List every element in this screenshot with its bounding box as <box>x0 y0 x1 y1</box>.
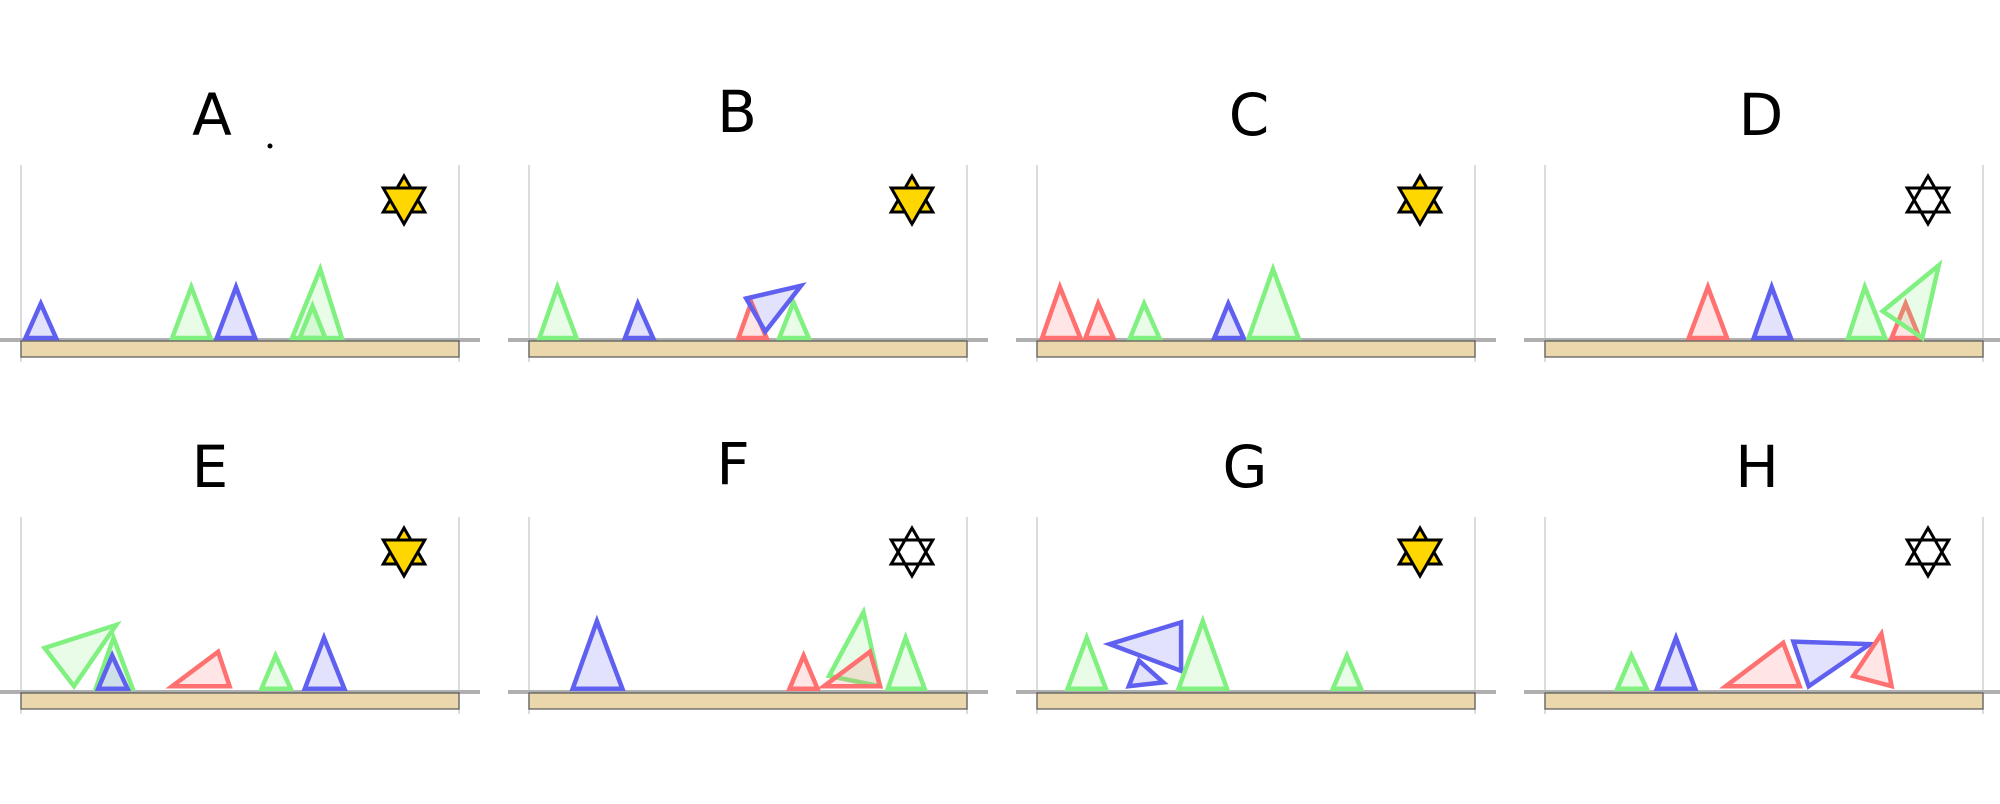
star-of-david-icon <box>1396 172 1444 228</box>
star-of-david-icon <box>1904 172 1952 228</box>
blue-triangle <box>1125 656 1169 689</box>
red-triangle <box>1849 628 1895 690</box>
ground-bar <box>1036 340 1476 358</box>
blue-triangle <box>22 298 60 341</box>
panel-d <box>1524 165 2000 362</box>
ground-bar <box>1036 692 1476 710</box>
blue-triangle <box>213 280 259 341</box>
star-triangle-down <box>380 538 428 580</box>
green-triangle <box>1064 631 1110 692</box>
blue-triangle <box>1210 297 1248 341</box>
red-triangle <box>1038 280 1084 341</box>
green-triangle <box>536 280 580 341</box>
ground-bar <box>1544 692 1984 710</box>
blue-triangle <box>301 631 348 692</box>
panel-label-g: G <box>1222 433 1268 501</box>
star-of-david-icon <box>380 172 428 228</box>
blue-triangle <box>94 650 132 692</box>
panel-label-b: B <box>717 78 757 146</box>
stray-dot <box>267 143 273 149</box>
ground-bar <box>20 340 460 358</box>
star-of-david-icon <box>1396 524 1444 580</box>
green-triangle <box>884 631 928 692</box>
panel-f <box>508 517 988 714</box>
red-triangle <box>165 648 233 689</box>
green-triangle <box>1613 650 1651 692</box>
star-of-david-icon <box>1904 524 1952 580</box>
blue-triangle <box>742 282 807 336</box>
red-triangle <box>786 649 821 692</box>
red-triangle <box>1685 280 1731 341</box>
panel-a <box>0 165 480 362</box>
green-triangle <box>168 280 214 341</box>
panel-b <box>508 165 988 362</box>
panel-label-h: H <box>1735 433 1779 501</box>
green-triangle <box>1329 649 1365 692</box>
red-triangle <box>1082 297 1117 341</box>
star-of-david-icon <box>380 524 428 580</box>
star-triangle-up <box>1904 524 1952 566</box>
green-triangle <box>775 296 813 341</box>
green-triangle <box>258 650 295 692</box>
blue-triangle <box>569 614 626 692</box>
blue-triangle <box>1790 639 1877 690</box>
ground-bar <box>528 340 968 358</box>
green-triangle <box>296 300 329 341</box>
green-triangle <box>1175 614 1231 692</box>
star-of-david-icon <box>888 172 936 228</box>
red-triangle <box>1719 639 1803 689</box>
star-triangle-up <box>1904 172 1952 214</box>
ground-bar <box>1544 340 1984 358</box>
star-triangle-down <box>1904 538 1952 580</box>
star-triangle-down <box>888 186 936 228</box>
panel-label-d: D <box>1738 81 1784 149</box>
star-triangle-down <box>380 186 428 228</box>
blue-triangle <box>1750 280 1795 341</box>
blue-triangle <box>621 297 657 341</box>
star-triangle-down <box>1396 538 1444 580</box>
star-triangle-up <box>888 524 936 566</box>
panel-label-a: A <box>192 81 232 149</box>
panel-c <box>1016 165 1496 362</box>
blue-triangle <box>1102 619 1184 675</box>
panel-label-c: C <box>1228 81 1270 149</box>
red-triangle <box>817 648 884 689</box>
green-triangle <box>1245 262 1302 341</box>
green-triangle <box>1845 280 1889 341</box>
green-triangle <box>1126 297 1163 341</box>
star-triangle-down <box>1396 186 1444 228</box>
star-triangle-down <box>888 538 936 580</box>
panel-label-f: F <box>716 430 750 498</box>
panel-g <box>1016 517 1496 714</box>
ground-bar <box>528 692 968 710</box>
green-triangle <box>1878 259 1943 342</box>
green-triangle <box>825 605 884 690</box>
green-triangle <box>40 620 122 691</box>
ground-bar <box>20 692 460 710</box>
panel-label-e: E <box>191 433 229 501</box>
star-of-david-icon <box>888 524 936 580</box>
star-triangle-down <box>1904 186 1952 228</box>
blue-triangle <box>1653 631 1699 692</box>
panel-h <box>1524 517 2000 714</box>
panel-e <box>0 517 480 714</box>
